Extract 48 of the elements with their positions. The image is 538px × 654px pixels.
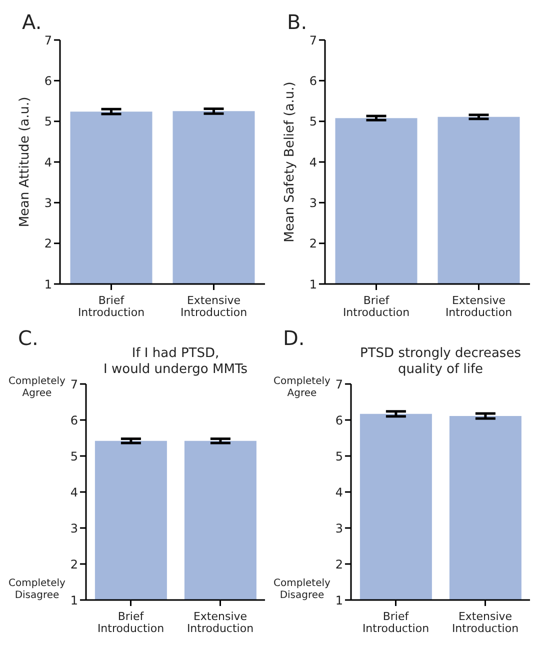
chart-subtitle: PTSD strongly decreases quality of life [359,346,522,378]
y-tick-label: 7 [335,377,343,392]
chart-title: C. [18,326,38,350]
y-axis-title: Mean Attitude (a.u.) [18,96,33,228]
y-tick-label: 5 [309,114,317,129]
text: Completely Disagree [273,578,331,602]
y-tick-label: 6 [44,74,52,88]
chart-title: B. [287,10,308,34]
y-tick-label: 6 [335,413,343,428]
y-tick-label: 5 [335,449,343,464]
y-tick-label: 2 [70,557,78,572]
y-tick-label: 1 [70,593,78,608]
y-axis-title: Mean Safety Belief (a.u.) [282,82,298,242]
y-tick-label: 4 [335,485,343,500]
text: Completely Agree [8,376,66,400]
y-tick-label: 4 [309,155,317,170]
text: Completely Disagree [8,578,66,602]
y-tick-label: 4 [70,485,78,500]
x-tick-label: Extensive Introduction [452,610,519,635]
x-tick-label: Brief Introduction [97,610,164,635]
x-tick-label: Extensive Introduction [186,610,254,635]
y-tick-label: 6 [309,74,317,88]
y-tick-label: 1 [309,277,317,292]
y-tick-label: 3 [309,196,317,210]
y-tick-label: 2 [309,236,317,251]
y-tick-label: 3 [44,196,52,210]
y-tick-label: 4 [44,155,52,170]
y-tick-label: 1 [335,593,343,608]
chart-title: D. [283,326,305,350]
y-tick-label: 6 [70,413,78,428]
y-tick-label: 7 [309,33,317,48]
y-tick-label: 3 [335,521,343,536]
x-tick-label: Brief Introduction [342,294,410,319]
y-tick-label: 2 [44,236,52,251]
y-tick-label: 3 [70,521,78,536]
y-tick-label: 2 [335,557,343,572]
x-tick-label: Extensive Introduction [445,294,512,319]
chart-subtitle: If I had PTSD, I would undergo MMTs [104,346,248,377]
text: Completely Agree [273,376,331,400]
y-tick-label: 5 [44,114,52,129]
x-tick-label: Extensive Introduction [180,294,248,319]
y-tick-label: 5 [70,449,78,464]
y-tick-label: 7 [44,33,52,48]
chart-title: A. [22,10,42,34]
x-tick-label: Brief Introduction [78,294,145,319]
x-tick-label: Brief Introduction [362,610,430,635]
y-tick-label: 7 [70,377,78,392]
y-tick-label: 1 [44,277,52,292]
